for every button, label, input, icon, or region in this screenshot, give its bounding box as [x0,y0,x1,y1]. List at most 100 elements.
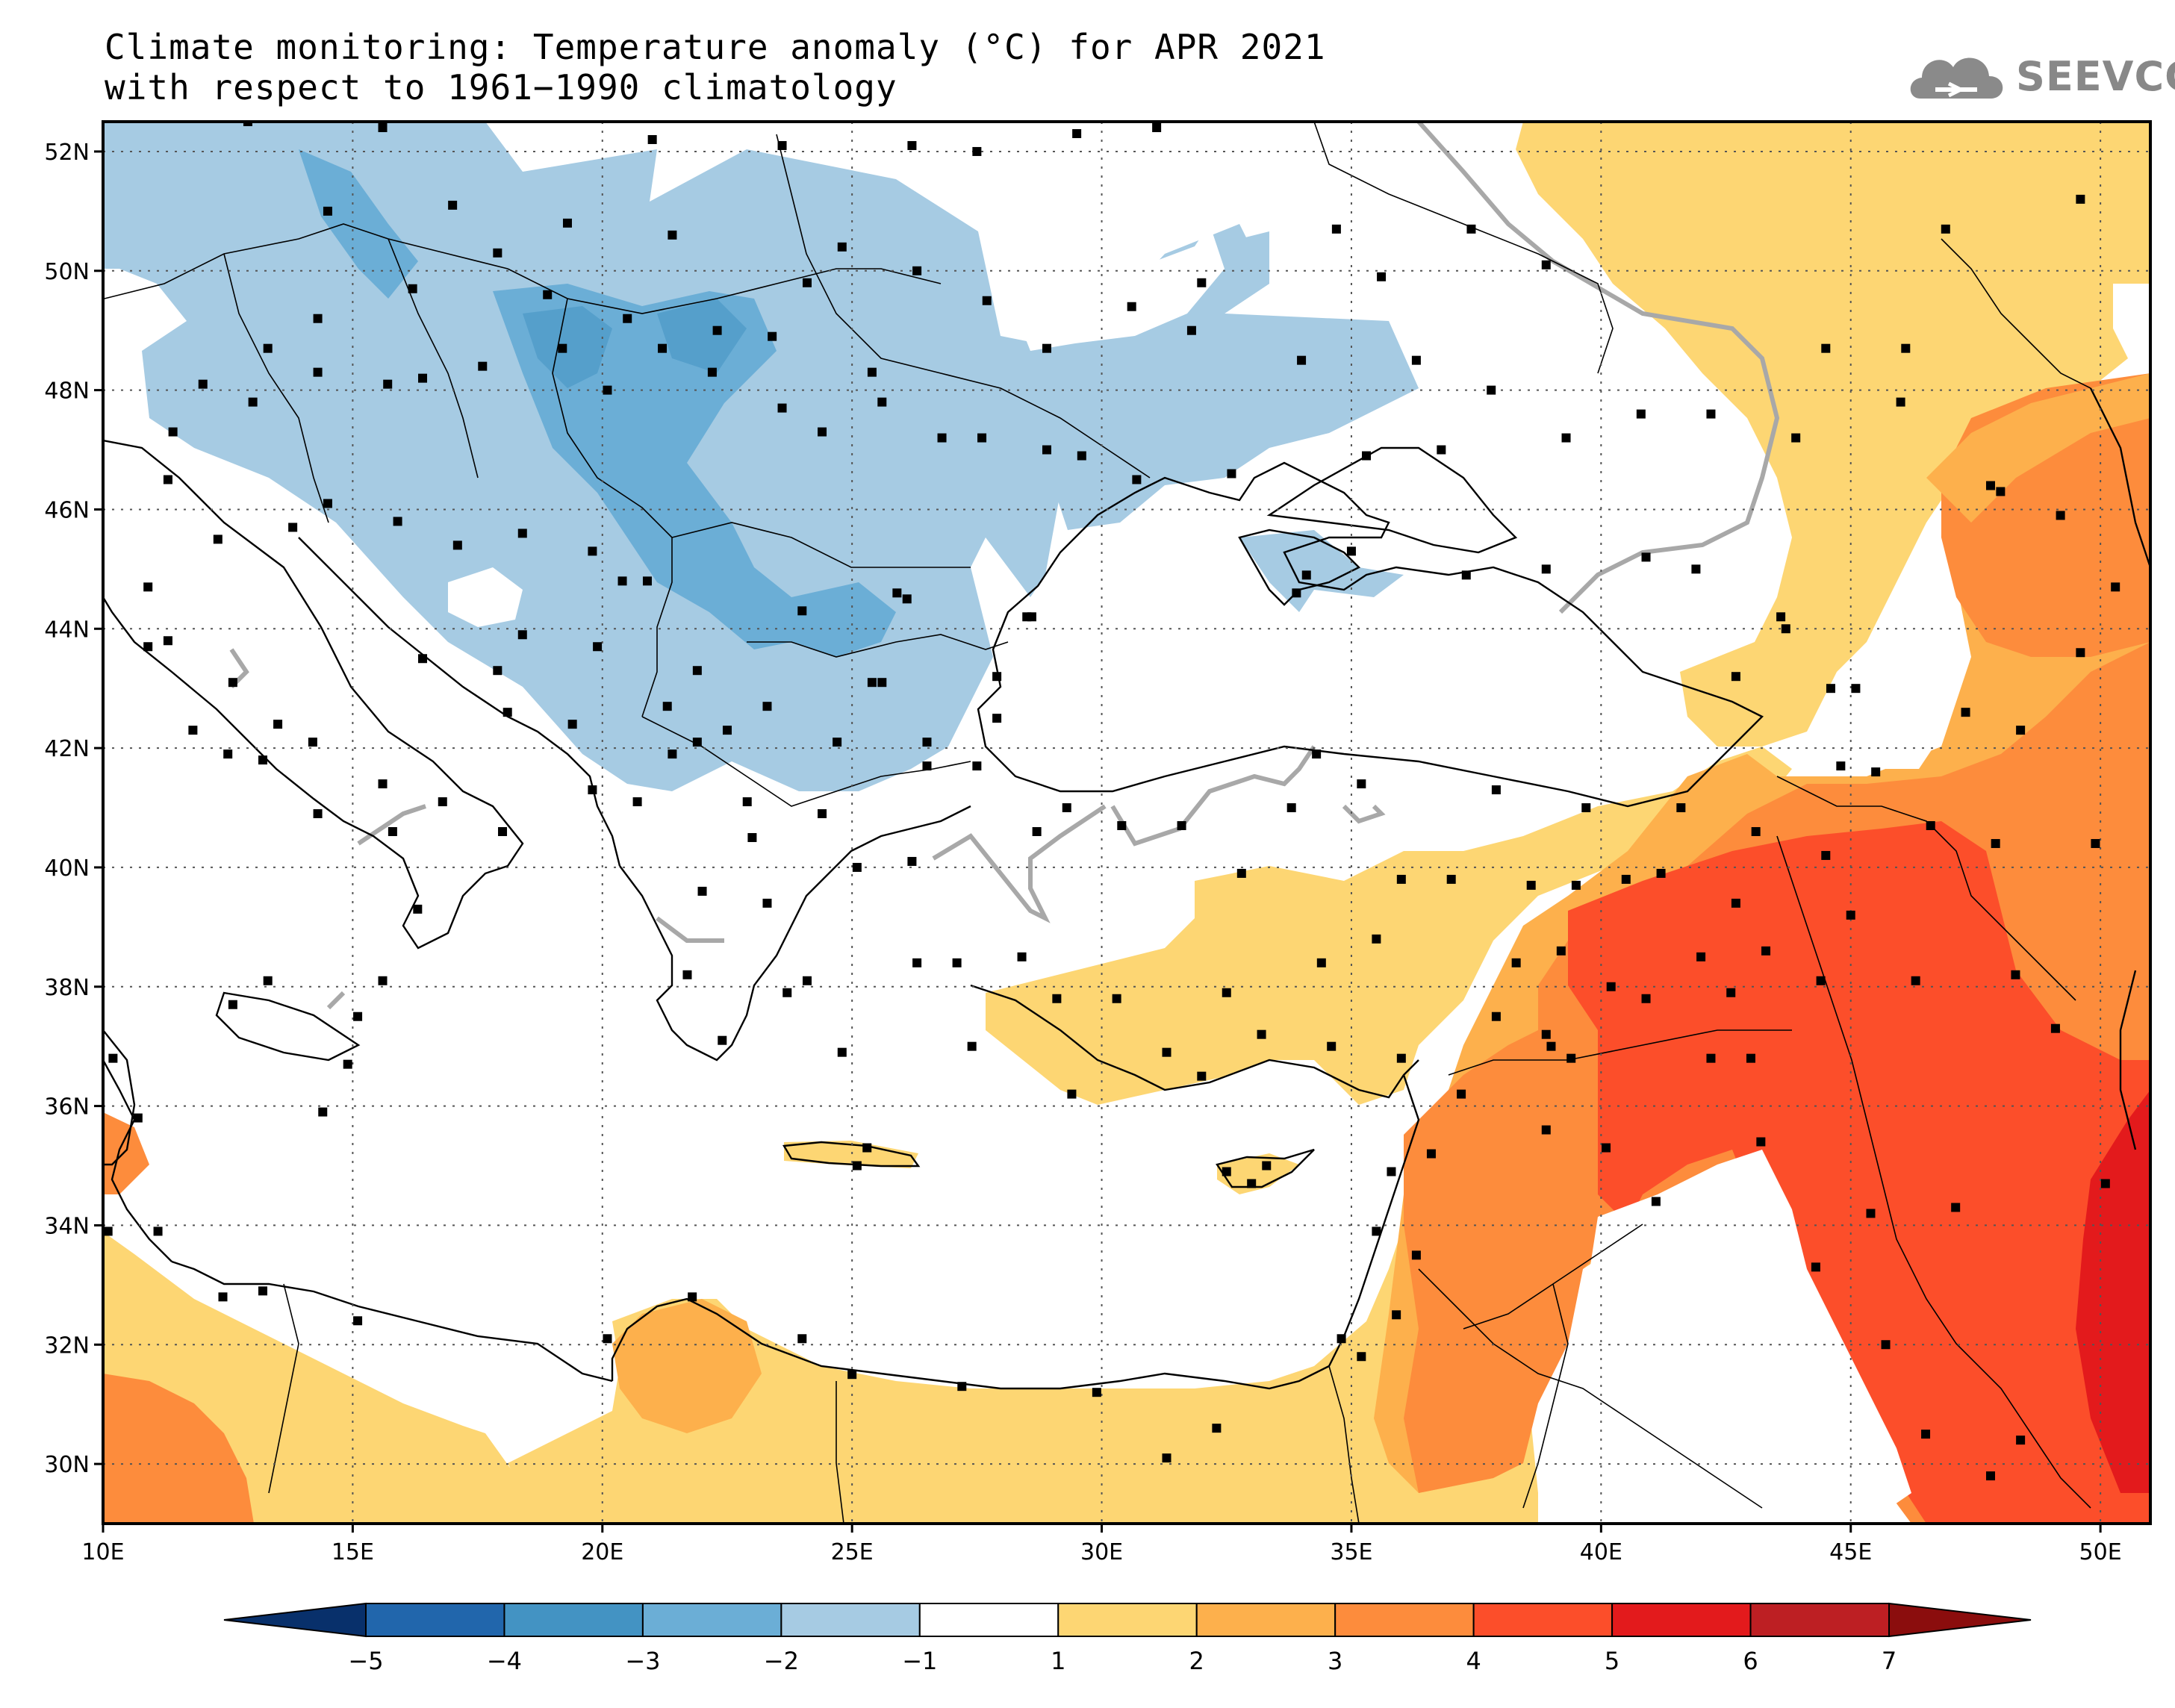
station-marker [1362,451,1372,461]
station-marker [1072,128,1082,138]
lon-tick-label: 45E [1829,1539,1872,1565]
station-marker [907,856,917,866]
border-line [836,1381,844,1524]
station-marker [1811,1262,1820,1272]
lon-tick-label: 30E [1080,1539,1123,1565]
logo-text: SEEVCCC [2016,52,2175,100]
station-marker [543,290,553,299]
colorbar-extend-low [223,1602,367,1638]
station-marker [1546,1041,1556,1051]
anomaly-area-plus-1-libya [508,1120,1568,1524]
anomaly-area-minus-3 [523,306,612,388]
station-marker [1691,564,1701,574]
station-marker [218,1292,228,1302]
station-marker [273,720,283,729]
station-marker [1602,1143,1611,1153]
station-marker [223,749,233,759]
lon-tick-label: 35E [1330,1539,1372,1565]
anomaly-area-white-bosnia [448,567,523,627]
station-marker [647,134,657,144]
station-marker [168,427,178,437]
border-line [223,253,329,523]
station-marker [762,898,772,908]
station-marker [1052,994,1062,1003]
station-marker [1236,868,1246,878]
station-marker [642,576,652,586]
colorbar-box [1057,1603,1198,1637]
station-marker [722,726,732,735]
station-marker [688,1292,697,1302]
station-marker [967,1041,977,1051]
station-marker [1092,1388,1101,1397]
anomaly-field [103,122,2150,1524]
station-marker [1985,1471,1995,1481]
station-marker [288,523,298,532]
border-line [1418,1268,1763,1509]
colorbar-box [641,1603,782,1637]
station-marker [692,738,702,747]
coastline-tunisia [103,1059,172,1262]
colorbar-label: 1 [1051,1647,1065,1675]
colorbar-box [1749,1603,1890,1637]
station-marker [1411,355,1421,365]
station-marker [1466,224,1476,234]
colorbar: −5 −4 −3 −2 −1 1 2 3 4 5 6 7 [223,1602,2032,1675]
station-marker [1676,803,1686,813]
coastline-levant [1328,1074,1420,1367]
station-marker [742,797,752,807]
station-marker [818,809,827,819]
anomaly-area-plus-3-north-2 [1926,373,2150,523]
station-marker [1197,278,1207,287]
station-marker [1257,1029,1266,1039]
station-marker [1636,409,1646,419]
contour-line-italy-2 [357,804,426,846]
station-marker [593,642,603,652]
station-marker [517,630,527,640]
station-marker [1776,612,1786,622]
lat-tick-label: 52N [44,140,90,166]
station-marker [1656,868,1666,878]
colorbar-box [1334,1603,1475,1637]
station-marker [867,678,877,688]
station-marker [1162,1453,1171,1463]
station-marker [1042,445,1051,455]
border-line [1522,1283,1569,1509]
station-marker [1491,785,1501,795]
grid-lines [103,122,2150,1524]
station-marker [258,1286,268,1296]
station-marker [707,367,717,377]
station-marker [1541,260,1551,269]
station-marker [1985,481,1995,490]
station-marker [1212,1424,1222,1433]
station-marker [1541,564,1551,574]
station-marker [1511,958,1521,967]
station-marker [867,367,877,377]
station-marker [353,1316,363,1326]
station-marker [762,702,772,711]
station-marker [1346,546,1356,556]
station-marker [837,242,847,252]
station-marker [1132,475,1142,484]
station-marker [313,809,323,819]
station-marker [1781,624,1790,634]
coastline-egypt [611,1297,1330,1390]
station-marker [588,785,597,795]
station-marker [493,248,502,258]
station-marker [768,331,777,341]
station-marker [1996,487,2006,496]
station-marker [1991,838,2000,848]
station-marker [1571,880,1581,890]
station-marker [1411,1250,1421,1260]
station-marker [1301,570,1311,580]
station-marker [1262,1161,1272,1171]
station-marker [1961,708,1970,717]
station-marker [1197,1071,1207,1081]
station-marker [818,427,827,437]
station-marker [1941,224,1950,234]
station-marker [1247,1179,1257,1188]
station-marker [1561,433,1571,443]
station-marker [1706,409,1716,419]
station-marker [1491,1012,1501,1021]
station-marker [313,367,323,377]
seevccc-logo: SEEVCCC [1905,46,2175,106]
